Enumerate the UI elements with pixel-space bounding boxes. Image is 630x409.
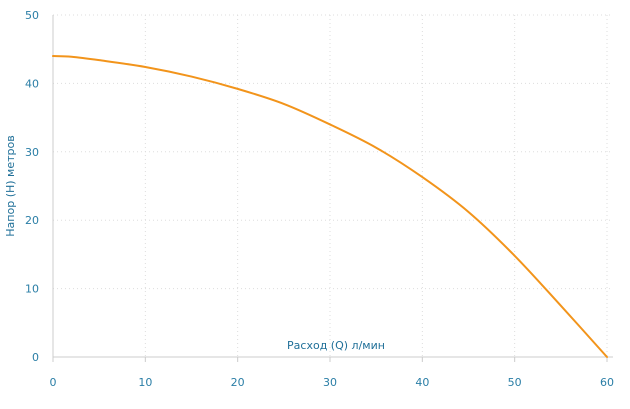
- x-tick-label: 50: [508, 376, 522, 389]
- y-tick-label: 30: [25, 146, 39, 159]
- series-group: [52, 55, 608, 358]
- y-tick-label: 20: [25, 214, 39, 227]
- axes: [52, 15, 613, 358]
- y-tick-label: 0: [32, 351, 39, 364]
- y-axis-title: Напор (H) метров: [4, 135, 17, 236]
- x-tick-label: 20: [231, 376, 245, 389]
- x-tick-label: 40: [415, 376, 429, 389]
- x-tick-label: 10: [138, 376, 152, 389]
- x-axis-ticks: 0 10 20 30 40 50 60: [50, 357, 614, 389]
- y-axis-ticks: 0 10 20 30 40 50: [25, 9, 39, 364]
- x-axis-title: Расход (Q) л/мин: [287, 339, 385, 352]
- x-tick-label: 0: [50, 376, 57, 389]
- y-tick-label: 50: [25, 9, 39, 22]
- grid: [53, 14, 613, 357]
- pump-curve-line: [52, 55, 608, 358]
- y-tick-label: 10: [25, 283, 39, 296]
- x-tick-label: 60: [600, 376, 614, 389]
- x-tick-label: 30: [323, 376, 337, 389]
- y-tick-label: 40: [25, 77, 39, 90]
